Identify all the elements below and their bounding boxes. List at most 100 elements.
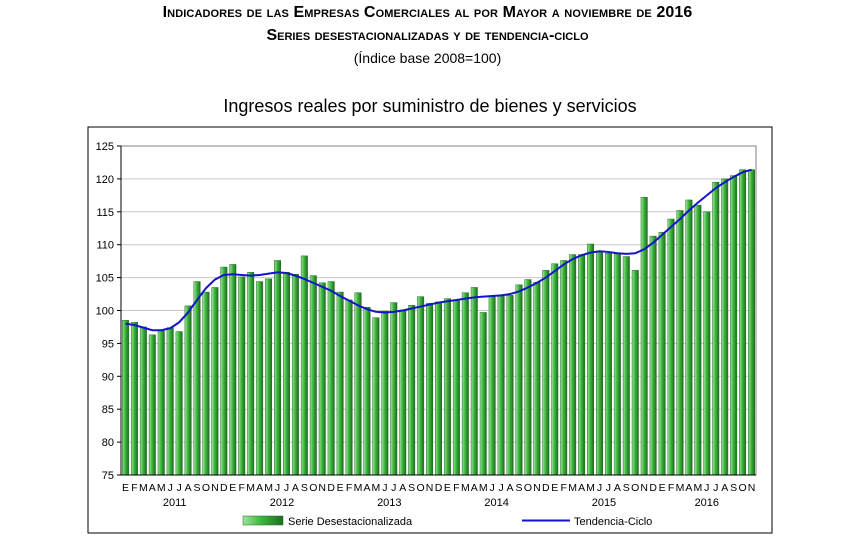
- bar: [604, 253, 612, 476]
- x-tick-label: M: [586, 482, 595, 494]
- bar: [363, 306, 371, 476]
- year-label: 2015: [592, 497, 616, 509]
- x-tick-label: A: [292, 482, 299, 494]
- y-tick-label: 110: [96, 240, 114, 252]
- bar: [739, 169, 747, 476]
- report-base-note: (Índice base 2008=100): [353, 50, 502, 66]
- year-label: 2013: [377, 497, 401, 509]
- year-label: 2014: [484, 497, 508, 509]
- bar: [721, 178, 729, 476]
- bar: [587, 243, 595, 476]
- bar: [426, 303, 434, 476]
- x-tick-label: M: [139, 482, 148, 494]
- x-tick-label: M: [264, 482, 273, 494]
- x-tick-label: O: [309, 482, 317, 494]
- x-tick-label: M: [372, 482, 381, 494]
- bar: [667, 218, 675, 476]
- bar: [524, 279, 532, 476]
- bar: [461, 292, 469, 476]
- bar: [381, 310, 389, 476]
- bar: [300, 255, 308, 476]
- bar: [345, 299, 353, 476]
- bar: [435, 301, 442, 476]
- bar: [399, 309, 407, 476]
- x-tick-label: J: [168, 482, 173, 494]
- x-tick-label: J: [284, 482, 289, 494]
- bar: [309, 275, 317, 476]
- x-tick-label: S: [515, 482, 522, 494]
- bar: [640, 197, 648, 476]
- x-tick-label: N: [533, 482, 541, 494]
- x-tick-label: A: [614, 482, 621, 494]
- x-tick-label: F: [453, 482, 459, 494]
- bar: [417, 296, 425, 476]
- x-tick-label: S: [623, 482, 630, 494]
- x-tick-label: A: [256, 482, 263, 494]
- x-tick-label: F: [346, 482, 352, 494]
- x-tick-label: O: [417, 482, 425, 494]
- bar: [452, 300, 460, 476]
- bar: [443, 298, 451, 476]
- bar: [712, 181, 720, 476]
- bar: [542, 270, 550, 476]
- y-tick-label: 120: [96, 174, 114, 186]
- x-tick-label: J: [713, 482, 718, 494]
- x-tick-label: F: [560, 482, 566, 494]
- x-tick-label: M: [157, 482, 166, 494]
- x-tick-label: M: [479, 482, 488, 494]
- y-tick-label: 105: [96, 273, 114, 285]
- bar: [569, 254, 577, 476]
- bar: [470, 287, 478, 476]
- legend-label-bar: Serie Desestacionalizada: [288, 516, 413, 528]
- bar: [327, 281, 335, 476]
- bar: [748, 169, 755, 476]
- bar: [139, 326, 147, 476]
- x-tick-label: A: [149, 482, 156, 494]
- bar: [282, 272, 290, 476]
- x-tick-label: J: [597, 482, 602, 494]
- bar: [122, 320, 129, 476]
- legend-swatch-bar: [242, 515, 284, 526]
- chart-title: Ingresos reales por suministro de bienes…: [223, 96, 637, 116]
- x-tick-label: E: [122, 482, 129, 494]
- bar: [318, 282, 326, 476]
- x-tick-label: J: [606, 482, 611, 494]
- bar: [578, 254, 586, 476]
- x-tick-label: M: [693, 482, 702, 494]
- x-tick-label: D: [220, 482, 228, 494]
- bar: [148, 334, 156, 476]
- bar: [596, 251, 603, 476]
- x-tick-label: O: [202, 482, 210, 494]
- bar: [676, 210, 684, 476]
- x-tick-label: M: [568, 482, 577, 494]
- y-tick-label: 125: [96, 141, 114, 153]
- x-tick-label: A: [507, 482, 514, 494]
- x-tick-label: S: [408, 482, 415, 494]
- bar: [479, 312, 487, 476]
- x-tick-label: J: [490, 482, 495, 494]
- x-tick-label: A: [578, 482, 585, 494]
- x-tick-label: N: [640, 482, 648, 494]
- x-tick-label: E: [337, 482, 344, 494]
- x-tick-label: J: [275, 482, 280, 494]
- x-tick-label: M: [676, 482, 685, 494]
- x-tick-label: F: [668, 482, 674, 494]
- trend-line: [125, 168, 752, 332]
- bar: [336, 291, 344, 476]
- bar: [631, 270, 639, 476]
- x-tick-label: N: [426, 482, 434, 494]
- chart-legend: Serie Desestacionalizada Tendencia-Ciclo: [242, 515, 652, 528]
- bar: [274, 260, 281, 476]
- bar: [193, 281, 201, 476]
- year-label: 2011: [163, 497, 187, 509]
- x-tick-label: A: [185, 482, 192, 494]
- bar: [166, 327, 174, 476]
- bar: [157, 330, 165, 476]
- bar: [658, 231, 666, 476]
- bar: [685, 199, 693, 476]
- x-tick-label: D: [542, 482, 550, 494]
- bar: [291, 274, 299, 476]
- bar: [390, 302, 398, 476]
